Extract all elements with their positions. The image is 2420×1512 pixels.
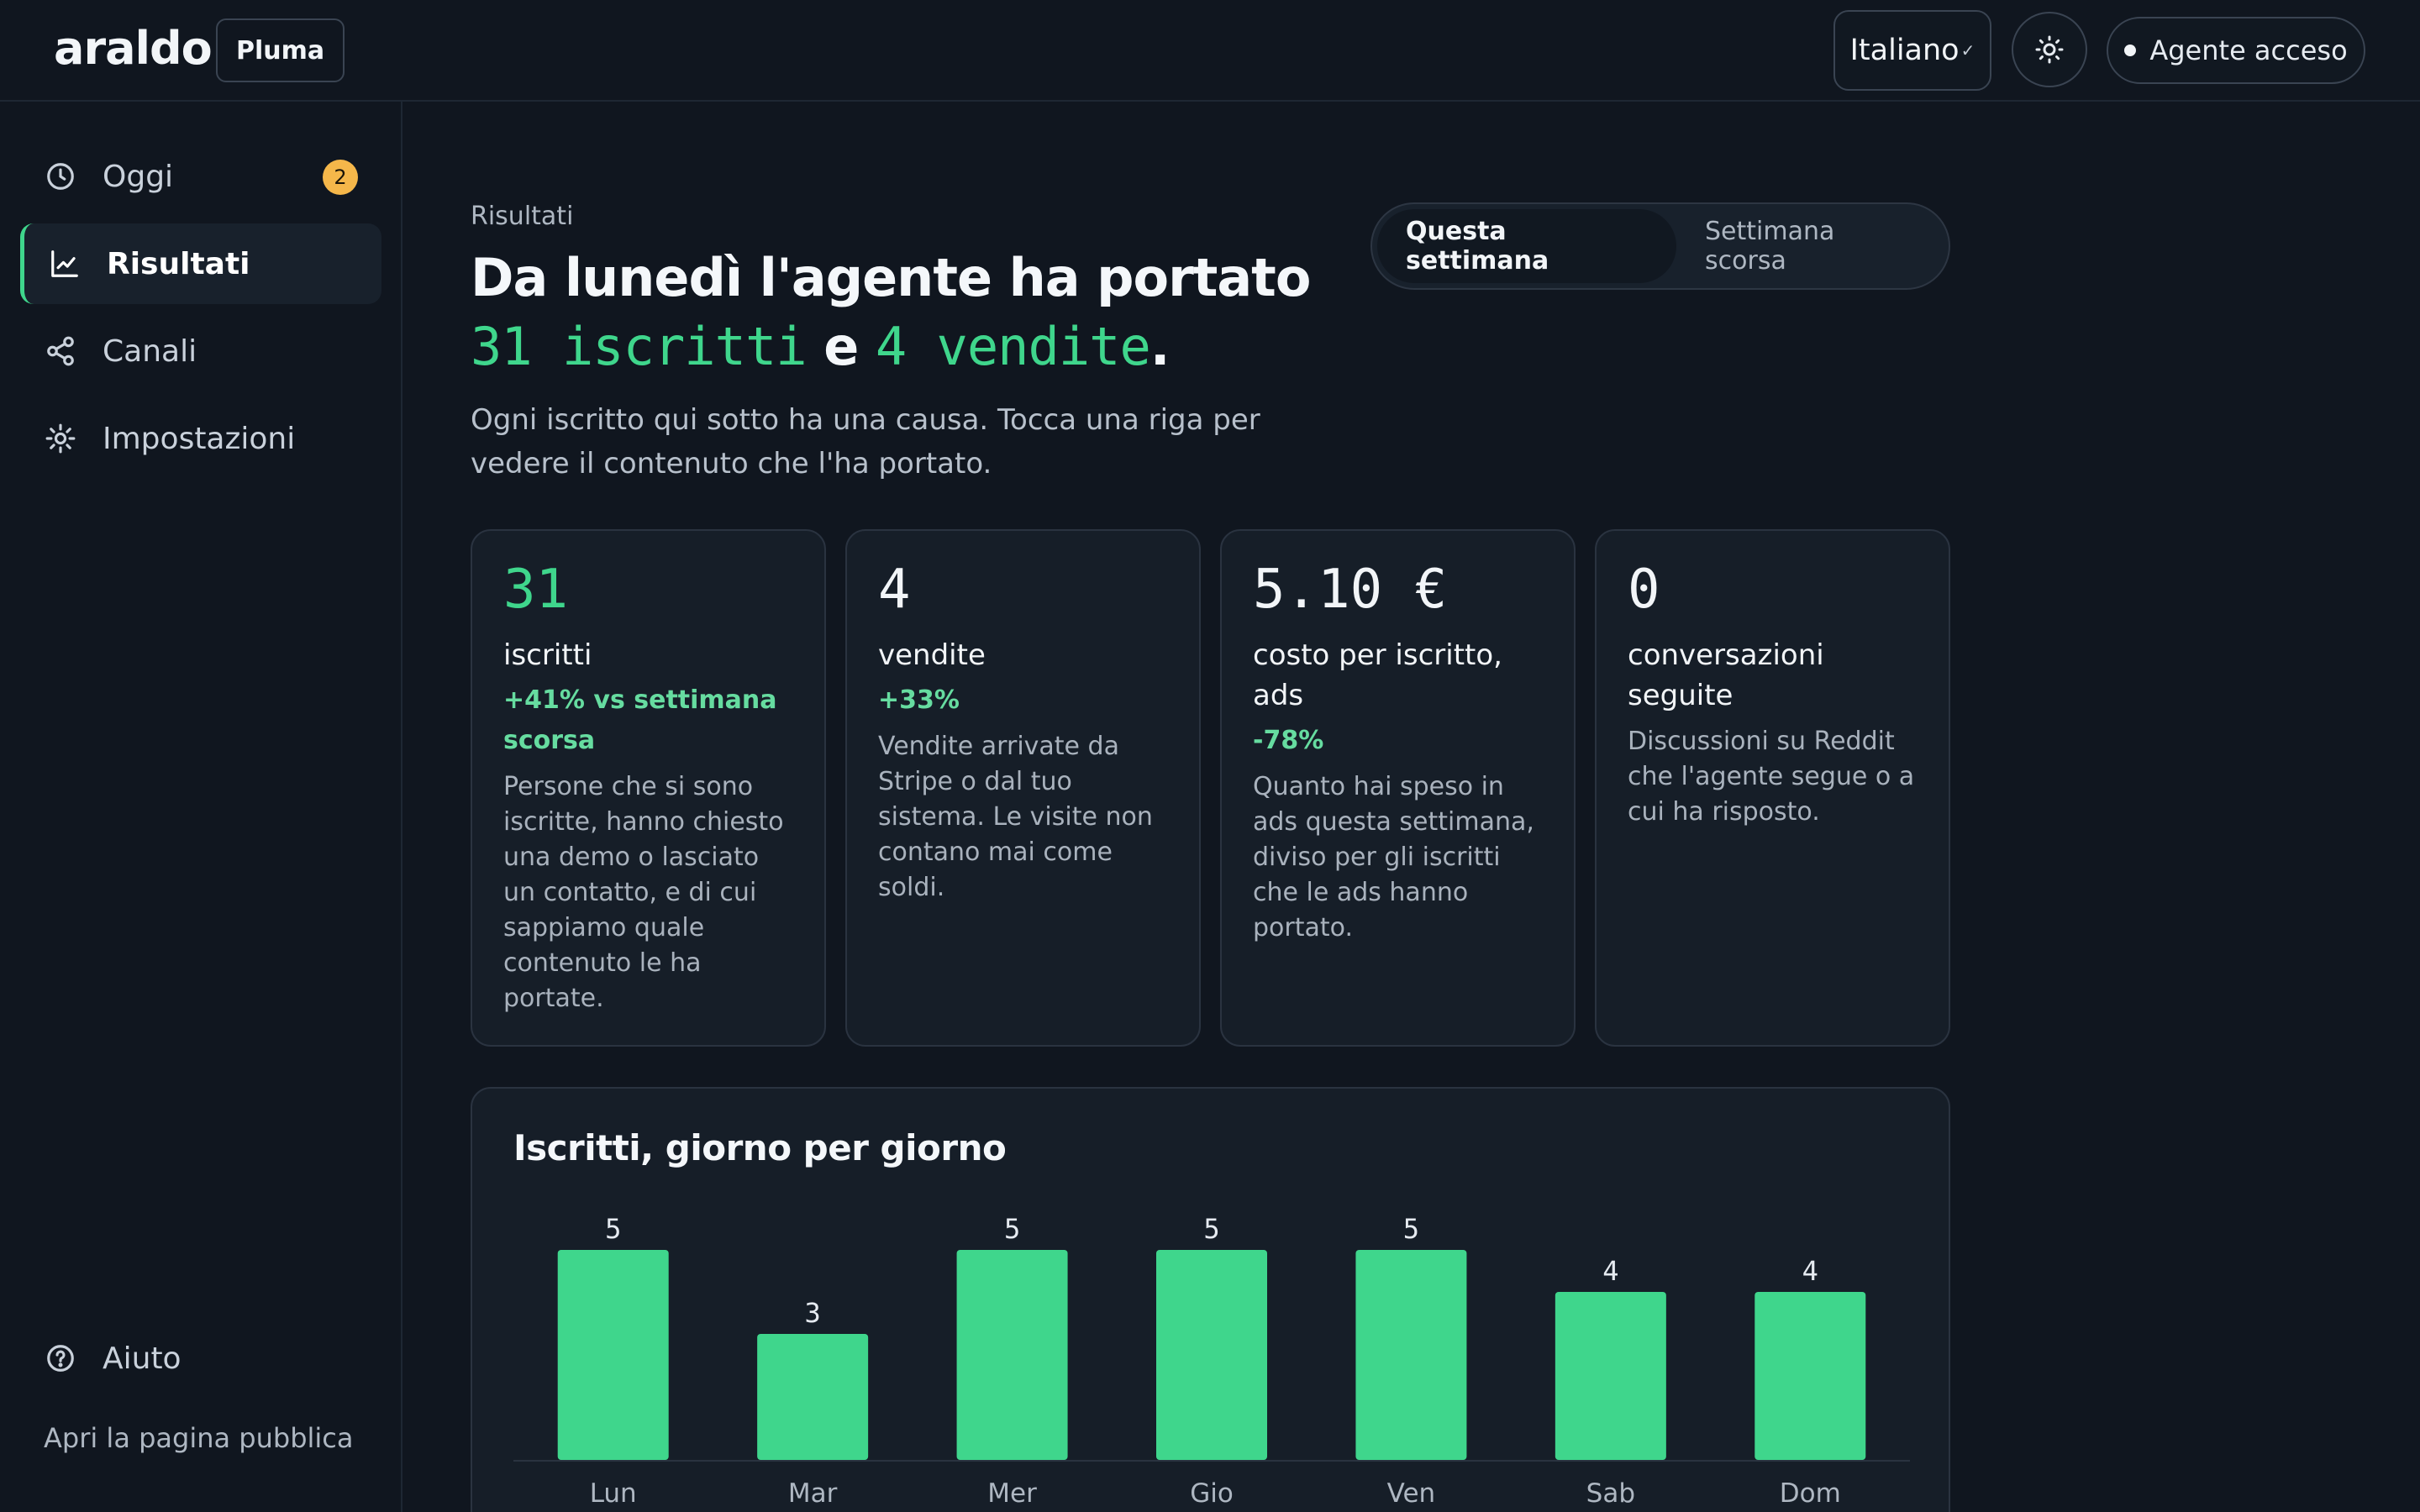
stat-label: costo per iscritto, ads — [1253, 638, 1502, 712]
chart-title: Iscritti, giorno per giorno — [513, 1127, 1007, 1168]
chart-bar[interactable] — [956, 1250, 1068, 1460]
stat-description: Quanto hai speso in ads questa settimana… — [1253, 772, 1534, 942]
bar-value-label: 3 — [805, 1297, 821, 1329]
sun-icon — [2035, 35, 2064, 64]
signups-bar-chart: 5 Lun 3 Mar 5 Mer 5 Gio 5 Ven 4 Sab 4 Dom — [513, 1213, 1910, 1509]
chart-bar[interactable] — [1355, 1250, 1467, 1460]
headline-signups: 31 iscritti — [471, 316, 808, 377]
stat-description: Persone che si sono iscritte, hanno chie… — [503, 772, 784, 1013]
stat-delta: -78% — [1253, 726, 1324, 755]
share-icon — [44, 334, 77, 368]
top-bar: araldo Pluma Italiano ✓ Agente acceso — [0, 0, 2420, 102]
theme-toggle-button[interactable] — [2012, 12, 2087, 87]
x-tick-label: Gio — [1190, 1478, 1234, 1509]
notification-badge: 2 — [323, 160, 358, 195]
headline-end: . — [1150, 316, 1171, 377]
signups-chart-card: Iscritti, giorno per giorno 5 Lun 3 Mar 5 Mer… — [471, 1087, 1950, 1512]
bar-value-label: 5 — [1203, 1213, 1219, 1245]
period-toggle: Questa settimana Settimana scorsa — [1370, 202, 1950, 290]
sidebar-item-canali[interactable]: Canali — [20, 311, 381, 391]
chart-bar[interactable] — [1156, 1250, 1267, 1460]
sidebar-item-label: Risultati — [107, 246, 250, 281]
chart-bar[interactable] — [557, 1250, 669, 1460]
gear-icon — [44, 422, 77, 455]
stat-card-conversations[interactable]: 0 conversazioni seguite Discussioni su R… — [1595, 529, 1950, 1047]
app-logo[interactable]: araldo — [54, 22, 213, 75]
sidebar-item-oggi[interactable]: Oggi 2 — [20, 136, 381, 217]
headline-line: Da lunedì l'agente ha portato — [471, 247, 1311, 308]
sidebar-item-impostazioni[interactable]: Impostazioni — [20, 398, 381, 479]
sidebar-item-aiuto[interactable]: Aiuto — [20, 1318, 381, 1399]
page-subtitle: Ogni iscritto qui sotto ha una causa. To… — [471, 403, 1260, 480]
stat-label: iscritti — [503, 638, 592, 672]
chevron-down-icon: ✓ — [1960, 40, 1975, 60]
agent-status-label: Agente acceso — [2149, 34, 2348, 66]
public-page-link[interactable]: Apri la pagina pubblica — [44, 1422, 354, 1454]
page-eyebrow: Risultati — [471, 202, 574, 231]
bar-value-label: 5 — [1004, 1213, 1020, 1245]
period-option-this-week[interactable]: Questa settimana — [1377, 209, 1676, 283]
stat-card-signups[interactable]: 31 iscritti +41% vs settimana scorsa Per… — [471, 529, 826, 1047]
bar-value-label: 4 — [1602, 1255, 1618, 1287]
x-tick-label: Ven — [1387, 1478, 1436, 1509]
headline-sales: 4 vendite — [875, 316, 1151, 377]
chart-bar[interactable] — [1754, 1292, 1866, 1460]
sidebar-item-label: Canali — [103, 333, 197, 369]
sidebar-item-risultati[interactable]: Risultati — [20, 223, 381, 304]
clock-icon — [44, 160, 77, 193]
chart-bar[interactable] — [1555, 1292, 1666, 1460]
sidebar-item-label: Oggi — [103, 159, 174, 194]
stat-card-sales[interactable]: 4 vendite +33% Vendite arrivate da Strip… — [845, 529, 1201, 1047]
language-value: Italiano — [1849, 34, 1960, 67]
sidebar-item-label: Aiuto — [103, 1341, 182, 1376]
stat-label: conversazioni seguite — [1628, 638, 1824, 712]
page-title: Da lunedì l'agente ha portato 31 iscritt… — [471, 244, 1361, 381]
x-tick-label: Lun — [590, 1478, 637, 1509]
x-tick-label: Mar — [788, 1478, 838, 1509]
agent-status-pill[interactable]: Agente acceso — [2107, 17, 2365, 84]
chart-icon — [48, 247, 82, 281]
x-tick-label: Sab — [1586, 1478, 1635, 1509]
stat-description: Vendite arrivate da Stripe o dal tuo sis… — [878, 732, 1153, 902]
stat-card-cost-per-signup[interactable]: 5.10 € costo per iscritto, ads -78% Quan… — [1220, 529, 1576, 1047]
x-tick-label: Dom — [1780, 1478, 1841, 1509]
bar-value-label: 5 — [1403, 1213, 1419, 1245]
sidebar-item-label: Impostazioni — [103, 421, 296, 456]
chart-bar[interactable] — [757, 1334, 869, 1460]
stat-value: 31 — [503, 559, 569, 621]
sidebar: Oggi 2 Risultati Canali Impostazioni Aiu… — [0, 102, 402, 1512]
bar-value-label: 5 — [605, 1213, 621, 1245]
period-option-last-week[interactable]: Settimana scorsa — [1705, 217, 1835, 276]
workspace-badge[interactable]: Pluma — [216, 18, 345, 82]
stat-label: vendite — [878, 638, 986, 672]
stat-delta: +33% — [878, 685, 960, 715]
stat-description: Discussioni su Reddit che l'agente segue… — [1628, 727, 1915, 827]
status-dot — [2124, 45, 2137, 56]
help-icon — [44, 1341, 77, 1375]
language-select[interactable]: Italiano ✓ — [1833, 10, 1991, 91]
x-tick-label: Mer — [987, 1478, 1037, 1509]
bar-value-label: 4 — [1802, 1255, 1818, 1287]
stat-value: 4 — [878, 559, 911, 621]
stat-value: 5.10 € — [1253, 559, 1448, 621]
headline-conj: e — [823, 316, 859, 377]
stat-delta: +41% vs settimana scorsa — [503, 685, 777, 755]
stat-value: 0 — [1628, 559, 1660, 621]
